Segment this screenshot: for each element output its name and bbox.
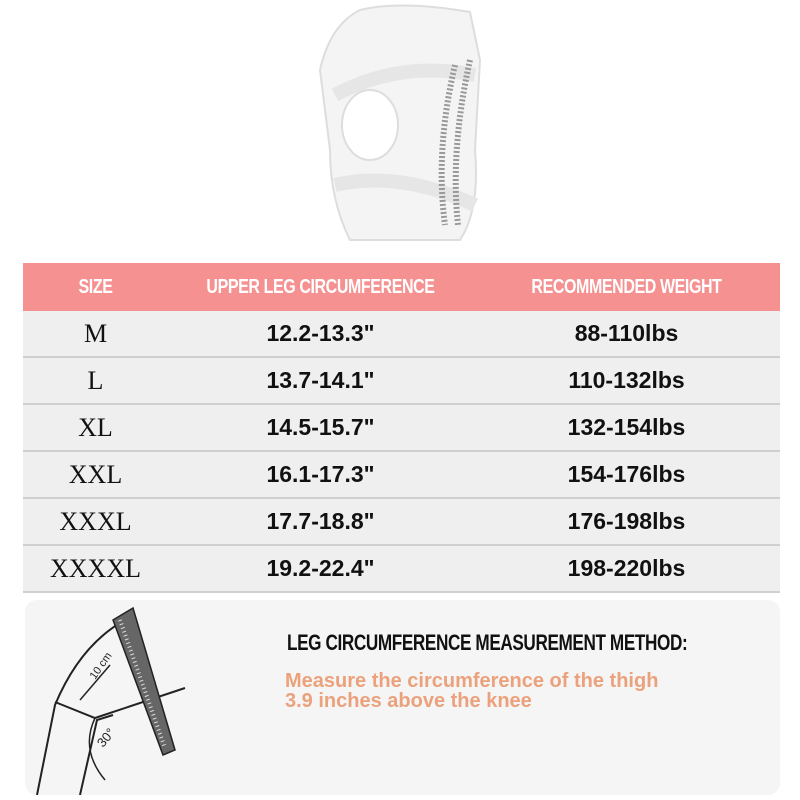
measurement-method-panel: 10 cm 30° LEG CIRCUMFERENCE MEASUREMENT … xyxy=(25,600,780,795)
header-size: SIZE xyxy=(78,275,113,298)
leg-measurement-diagram: 10 cm 30° xyxy=(36,606,186,795)
size-cell: M xyxy=(83,318,108,348)
circumference-cell: 13.7-14.1" xyxy=(266,367,375,393)
diagram-distance-label: 10 cm xyxy=(88,650,115,681)
table-row: XXXL 17.7-18.8" 176-198lbs xyxy=(23,499,780,546)
table-row: XL 14.5-15.7" 132-154lbs xyxy=(23,405,780,452)
header-circumference: UPPER LEG CIRCUMFERENCE xyxy=(206,275,435,298)
table-row: M 12.2-13.3" 88-110lbs xyxy=(23,311,780,358)
circumference-cell: 14.5-15.7" xyxy=(266,414,375,440)
weight-cell: 176-198lbs xyxy=(567,508,686,534)
circumference-cell: 19.2-22.4" xyxy=(266,555,375,581)
diagram-angle-label: 30° xyxy=(94,725,118,750)
method-description: Measure the circumference of the thigh 3… xyxy=(285,671,765,711)
size-cell: L xyxy=(87,365,104,395)
circumference-cell: 12.2-13.3" xyxy=(266,320,375,346)
table-row: L 13.7-14.1" 110-132lbs xyxy=(23,358,780,405)
knee-brace-image xyxy=(318,4,482,241)
size-cell: XXXL xyxy=(59,506,132,536)
size-cell: XXXXL xyxy=(50,553,141,583)
circumference-cell: 16.1-17.3" xyxy=(266,461,375,487)
weight-cell: 110-132lbs xyxy=(568,367,685,393)
size-chart-table: SIZE UPPER LEG CIRCUMFERENCE RECOMMENDED… xyxy=(23,263,780,593)
weight-cell: 132-154lbs xyxy=(567,414,686,440)
circumference-cell: 17.7-18.8" xyxy=(266,508,375,534)
weight-cell: 154-176lbs xyxy=(567,461,686,487)
header-weight: RECOMMENDED WEIGHT xyxy=(531,275,722,298)
table-row: XXL 16.1-17.3" 154-176lbs xyxy=(23,452,780,499)
table-row: XXXXL 19.2-22.4" 198-220lbs xyxy=(23,546,780,593)
method-title: LEG CIRCUMFERENCE MEASUREMENT METHOD: xyxy=(287,630,688,655)
table-header: SIZE UPPER LEG CIRCUMFERENCE RECOMMENDED… xyxy=(23,263,780,311)
method-description-line2: 3.9 inches above the knee xyxy=(285,690,532,712)
weight-cell: 88-110lbs xyxy=(574,320,679,346)
method-description-line1: Measure the circumference of the thigh xyxy=(285,670,659,692)
size-cell: XL xyxy=(78,412,113,442)
size-cell: XXL xyxy=(68,459,123,489)
weight-cell: 198-220lbs xyxy=(567,555,686,581)
